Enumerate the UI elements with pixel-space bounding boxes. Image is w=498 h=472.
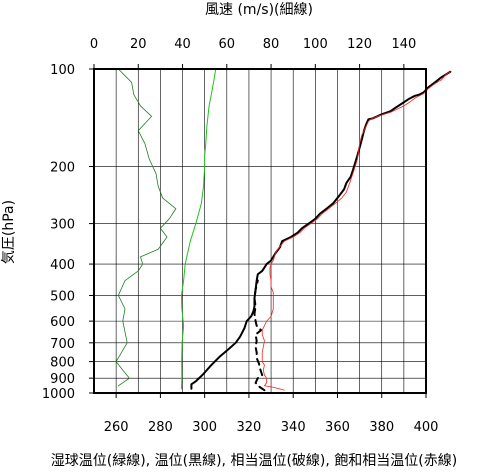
tick-label-left-700: 700 (50, 337, 75, 352)
tick-label-left-200: 200 (50, 161, 75, 176)
tick-label-top-100: 100 (303, 37, 328, 52)
tick-label-top-120: 120 (347, 37, 372, 52)
tick-label-top-60: 60 (219, 37, 236, 52)
plot-frame (93, 68, 427, 394)
tick-label-bottom-340: 340 (281, 420, 306, 435)
tick-label-bottom-280: 280 (148, 420, 173, 435)
tick-label-bottom-360: 360 (325, 420, 350, 435)
tick-label-bottom-300: 300 (192, 420, 217, 435)
potential-temperature-line (190, 70, 452, 390)
top-axis-title: 風速 (m/s)(細線) (205, 2, 313, 18)
tick-label-left-800: 800 (50, 356, 75, 371)
tick-label-left-1000: 1000 (42, 387, 75, 402)
tick-label-left-400: 400 (50, 258, 75, 273)
wind-speed-line (115, 68, 177, 387)
wet-bulb-potential-temperature-line (180, 68, 217, 390)
tick-label-top-20: 20 (130, 37, 147, 52)
tick-label-bottom-260: 260 (104, 420, 129, 435)
left-axis-title: 気圧(hPa) (1, 200, 17, 264)
tick-label-left-500: 500 (50, 289, 75, 304)
tick-label-left-900: 900 (50, 372, 75, 387)
equivalent-potential-temperature-line (253, 279, 266, 392)
bottom-axis-title: 湿球温位(緑線), 温位(黒線), 相当温位(破線), 飽和相当温位(赤線) (51, 452, 457, 469)
tick-label-bottom-380: 380 (369, 420, 394, 435)
tick-label-left-600: 600 (50, 315, 75, 330)
tick-label-top-80: 80 (263, 37, 280, 52)
tick-label-bottom-320: 320 (237, 420, 262, 435)
tick-label-top-40: 40 (174, 37, 191, 52)
tick-layer: 0 20 40 60 80 100 120 140 260 280 300 320 340 360 380 4… (42, 37, 439, 435)
tick-label-top-140: 140 (391, 37, 416, 52)
series-layer (115, 68, 452, 392)
saturated-equivalent-potential-temperature-line (261, 71, 451, 391)
tick-label-left-300: 300 (50, 218, 75, 233)
tick-label-bottom-400: 400 (414, 420, 439, 435)
tick-label-left-100: 100 (50, 63, 75, 78)
tick-label-top-0: 0 (90, 37, 98, 52)
